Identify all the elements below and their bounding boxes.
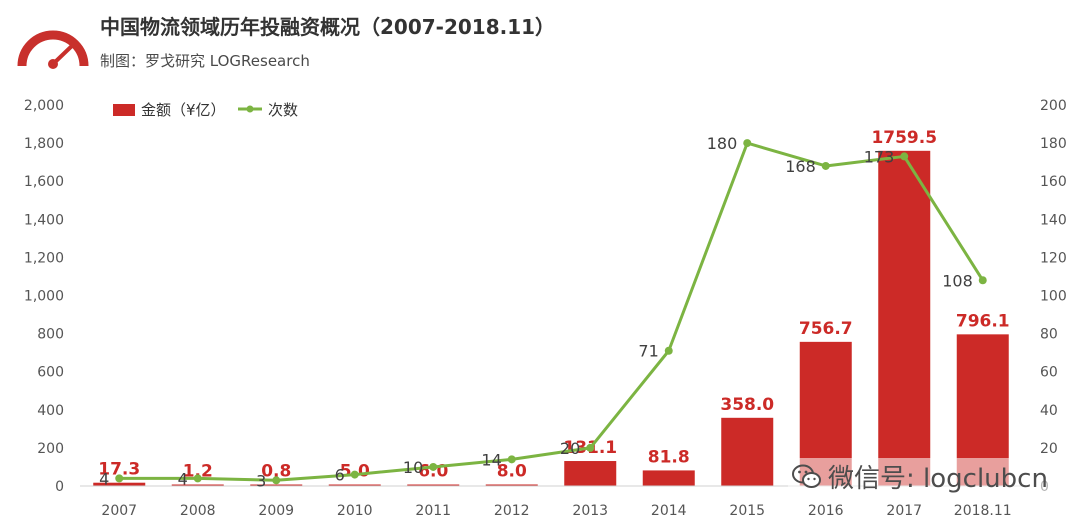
watermark-text: 微信号: logclubcn xyxy=(828,464,1048,494)
x-axis-tick-label: 2016 xyxy=(808,503,844,519)
bar xyxy=(721,417,774,486)
line-value-label: 4 xyxy=(99,469,109,488)
bar xyxy=(250,484,303,486)
line-value-label: 20 xyxy=(560,439,580,458)
line-point xyxy=(429,462,438,471)
bar-value-label: 756.7 xyxy=(799,319,853,339)
x-axis-tick-label: 2018.11 xyxy=(954,503,1012,519)
left-y-axis: 0 200 400 600 800 1,000 1,200 1,400 1,600 1,800 2,… xyxy=(24,98,64,495)
chart-title: 中国物流领域历年投融资概况（2007-2018.11） xyxy=(100,15,556,39)
right-axis-tick-label: 160 xyxy=(1040,174,1067,190)
x-axis: 2007 2008 2009 2010 2011 2012 2013 2014 2015 2016… xyxy=(80,485,1022,519)
left-axis-tick-label: 400 xyxy=(37,403,64,419)
x-axis-tick-label: 2012 xyxy=(494,503,530,519)
left-axis-tick-label: 1,800 xyxy=(24,136,64,152)
left-axis-tick-label: 800 xyxy=(37,327,64,343)
left-axis-tick-label: 0 xyxy=(55,479,64,495)
left-axis-tick-label: 1,000 xyxy=(24,289,64,305)
speedometer-logo-icon xyxy=(17,30,89,69)
x-axis-tick-label: 2014 xyxy=(651,503,687,519)
right-axis-tick-label: 140 xyxy=(1040,212,1067,228)
x-axis-tick-label: 2011 xyxy=(415,503,451,519)
left-axis-tick-label: 1,600 xyxy=(24,174,64,190)
bar-value-label: 796.1 xyxy=(956,311,1010,331)
bar-value-label: 1.2 xyxy=(183,462,213,482)
line-value-label: 71 xyxy=(638,342,658,361)
line-value-label: 4 xyxy=(178,469,188,488)
x-axis-tick-label: 2008 xyxy=(180,503,216,519)
legend-line-label: 次数 xyxy=(268,101,298,119)
line-point xyxy=(586,443,595,452)
right-axis-tick-label: 180 xyxy=(1040,136,1067,152)
line-value-label: 168 xyxy=(785,157,816,176)
x-axis-tick-label: 2007 xyxy=(101,503,137,519)
line-point xyxy=(743,139,752,148)
line-data-labels: 4 4 3 6 10 14 20 71 180 168 173 108 xyxy=(99,134,973,490)
line-point xyxy=(821,161,830,170)
line-value-label: 10 xyxy=(403,458,423,477)
bar xyxy=(407,484,460,486)
line-value-label: 173 xyxy=(864,147,895,166)
legend-line-marker xyxy=(246,105,254,113)
right-axis-tick-label: 200 xyxy=(1040,98,1067,114)
wechat-icon xyxy=(792,464,821,488)
x-axis-tick-label: 2009 xyxy=(258,503,294,519)
line-point xyxy=(664,346,673,355)
bar-value-label: 8.0 xyxy=(497,461,527,481)
chart-subtitle: 制图：罗戈研究 LOGResearch xyxy=(100,52,310,70)
bar-data-labels: 17.31.20.85.06.08.0131.181.8358.0756.717… xyxy=(98,128,1009,482)
line-value-label: 180 xyxy=(707,134,738,153)
wechat-watermark: 微信号: logclubcn xyxy=(788,458,1052,495)
bar-value-label: 17.3 xyxy=(98,460,140,480)
right-axis-tick-label: 60 xyxy=(1040,365,1058,381)
line-point xyxy=(350,470,359,479)
left-axis-tick-label: 600 xyxy=(37,365,64,381)
legend-bar-label: 金额（¥亿） xyxy=(141,101,226,119)
line-series xyxy=(115,139,987,485)
line-point xyxy=(507,455,516,464)
left-axis-tick-label: 200 xyxy=(37,441,64,457)
line-path xyxy=(119,141,985,482)
chart-legend: 金额（¥亿） 次数 xyxy=(113,101,298,119)
right-axis-tick-label: 120 xyxy=(1040,250,1067,266)
bar xyxy=(485,484,538,486)
bar-series xyxy=(93,150,1009,486)
line-point xyxy=(978,276,987,285)
bar-value-label: 358.0 xyxy=(720,395,774,415)
line-value-label: 108 xyxy=(942,271,973,290)
left-axis-tick-label: 1,400 xyxy=(24,212,64,228)
bar xyxy=(878,150,931,486)
chart-header: 中国物流领域历年投融资概况（2007-2018.11） 制图：罗戈研究 LOGR… xyxy=(0,0,1080,90)
bar-value-label: 0.8 xyxy=(261,462,291,482)
left-axis-tick-label: 1,200 xyxy=(24,250,64,266)
x-axis-tick-label: 2015 xyxy=(729,503,765,519)
right-axis-tick-label: 100 xyxy=(1040,289,1067,305)
line-point xyxy=(900,152,909,161)
x-axis-tick-label: 2010 xyxy=(337,503,373,519)
line-value-label: 6 xyxy=(335,466,345,485)
bar xyxy=(328,484,381,486)
x-axis-tick-label: 2017 xyxy=(886,503,922,519)
left-axis-tick-label: 2,000 xyxy=(24,98,64,114)
bar xyxy=(642,470,695,486)
legend-bar-swatch xyxy=(113,104,135,116)
x-axis-tick-label: 2013 xyxy=(572,503,608,519)
line-value-label: 14 xyxy=(481,450,501,469)
line-value-label: 3 xyxy=(256,471,266,490)
bar-value-label: 81.8 xyxy=(648,447,690,467)
line-point xyxy=(272,476,281,485)
bar xyxy=(171,484,224,486)
right-axis-tick-label: 20 xyxy=(1040,441,1058,457)
line-point xyxy=(115,474,124,483)
line-point xyxy=(193,474,202,483)
right-axis-tick-label: 80 xyxy=(1040,327,1058,343)
bar-value-label: 1759.5 xyxy=(871,128,937,148)
bar xyxy=(93,482,146,486)
right-axis-tick-label: 40 xyxy=(1040,403,1058,419)
bar xyxy=(564,461,617,486)
